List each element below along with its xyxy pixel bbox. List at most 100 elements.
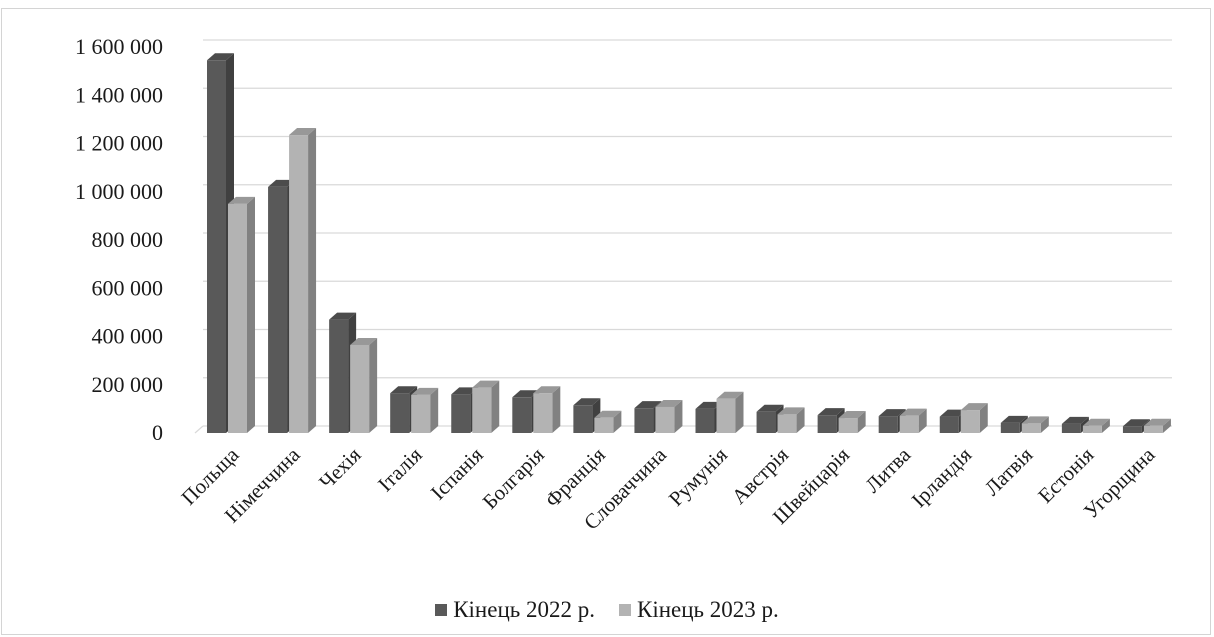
bar-top xyxy=(756,404,784,412)
bar-front xyxy=(838,418,858,433)
bar-side xyxy=(979,403,988,433)
bar-side xyxy=(1040,416,1049,433)
bar-side xyxy=(369,337,378,433)
bar-side xyxy=(1162,418,1171,433)
bar-top xyxy=(1082,418,1110,426)
legend-swatch xyxy=(619,604,631,616)
y-tick-label: 1 200 000 xyxy=(75,131,163,156)
x-tick-label: Болгарія xyxy=(478,442,549,513)
legend-item: Кінець 2022 р. xyxy=(435,597,595,623)
bar-top xyxy=(268,179,296,187)
bar-top xyxy=(817,408,845,416)
bar-front xyxy=(655,406,675,433)
bar xyxy=(350,337,378,433)
x-tick-label: Румунія xyxy=(664,442,732,510)
bar-front xyxy=(1000,422,1020,433)
bar-top xyxy=(390,386,418,394)
bar-front xyxy=(1122,426,1142,433)
bar-top xyxy=(1061,416,1089,424)
y-axis-tick-labels: 0 200 000 400 000 600 000 800 000 1 000 000 1 … xyxy=(75,34,163,445)
bar-front xyxy=(1143,425,1163,433)
bar-side xyxy=(613,410,622,433)
chart-frame xyxy=(1,8,1211,635)
y-tick-label: 0 xyxy=(152,420,163,445)
bar xyxy=(533,386,561,433)
bar xyxy=(1143,418,1171,433)
bar-top xyxy=(573,398,601,406)
bar-top xyxy=(838,411,866,419)
bar-top xyxy=(350,337,378,345)
bar-top xyxy=(411,387,439,395)
bar-side xyxy=(430,387,439,433)
bar-front xyxy=(350,344,370,433)
bar-front xyxy=(228,203,247,433)
bar-front xyxy=(1082,425,1102,433)
bar-front xyxy=(899,415,919,433)
bar-top xyxy=(533,386,561,394)
bar-side xyxy=(491,380,500,433)
bar-side xyxy=(857,411,866,433)
bar-top xyxy=(695,401,723,409)
bar-front xyxy=(207,60,226,434)
bar xyxy=(960,403,988,433)
bar-top xyxy=(1122,419,1150,427)
bar-top xyxy=(960,403,988,411)
x-tick-label: Італія xyxy=(373,442,427,496)
bars xyxy=(207,53,1171,434)
bar-front xyxy=(777,414,797,433)
y-tick-label: 1 400 000 xyxy=(75,82,163,107)
bar xyxy=(594,410,622,433)
bar-front xyxy=(451,394,471,433)
bar-front xyxy=(695,408,715,433)
bar-front xyxy=(390,393,410,433)
bar-top xyxy=(207,53,234,61)
bar xyxy=(777,407,805,433)
bar-front xyxy=(960,410,980,433)
bar-front xyxy=(634,408,654,433)
bar-top xyxy=(289,128,317,136)
bar xyxy=(838,411,866,433)
bar-top xyxy=(939,409,967,417)
y-tick-label: 1 600 000 xyxy=(75,34,163,59)
bar-top xyxy=(1143,418,1171,426)
bar xyxy=(716,391,744,433)
floor-edge xyxy=(194,425,204,434)
bar-top xyxy=(512,390,540,398)
y-tick-label: 800 000 xyxy=(92,227,164,252)
y-tick-label: 1 000 000 xyxy=(75,179,163,204)
bar-side xyxy=(735,391,744,433)
bar-side xyxy=(1101,418,1110,433)
bar xyxy=(899,408,927,433)
bar-top xyxy=(329,312,357,320)
bar-front xyxy=(716,398,736,433)
legend-swatch xyxy=(435,604,448,616)
bar xyxy=(228,196,255,433)
bar xyxy=(1082,418,1110,433)
bar-front xyxy=(1061,423,1081,433)
legend-label: Кінець 2022 р. xyxy=(453,597,595,622)
bar-front xyxy=(573,405,593,433)
bar-side xyxy=(552,386,561,433)
bar-side xyxy=(308,128,317,433)
bar-front xyxy=(817,415,837,433)
bar-top xyxy=(594,410,622,418)
bar-front xyxy=(329,319,349,433)
x-tick-label: Ірландія xyxy=(907,442,977,512)
bar-top xyxy=(655,399,683,407)
bar-front xyxy=(411,394,431,433)
bar-top xyxy=(777,407,805,415)
bar-side xyxy=(674,399,683,433)
bar-side xyxy=(796,407,805,433)
bar xyxy=(1021,416,1049,433)
x-tick-label: Чехія xyxy=(314,442,366,494)
bar-front xyxy=(878,416,898,433)
bar-front xyxy=(268,186,288,433)
bar-top xyxy=(716,391,744,399)
bar-top xyxy=(472,380,500,388)
bar-front xyxy=(533,393,553,433)
bar-side xyxy=(247,196,255,433)
bar-front xyxy=(289,135,309,433)
y-tick-label: 600 000 xyxy=(92,275,164,300)
bar xyxy=(411,387,439,433)
